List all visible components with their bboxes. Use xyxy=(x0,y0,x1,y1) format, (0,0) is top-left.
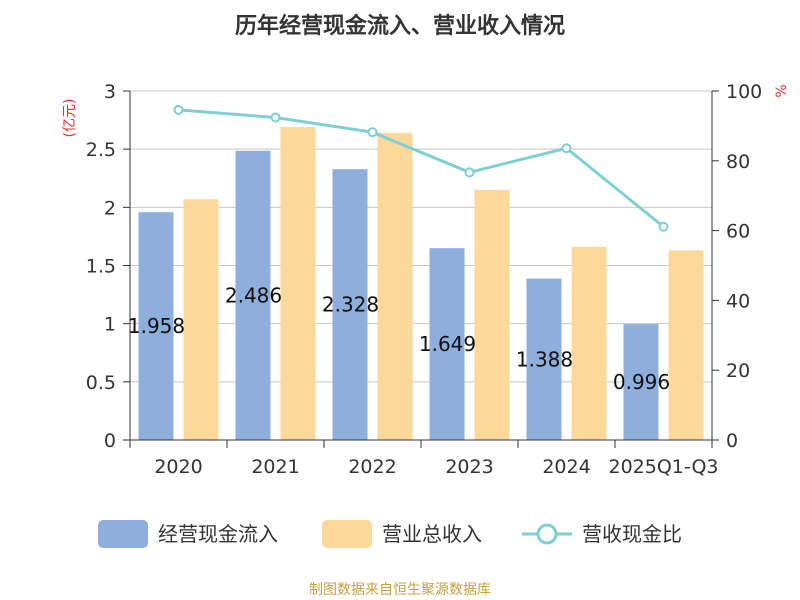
ratio-point xyxy=(270,112,281,123)
y-left-tick-label: 1 xyxy=(104,314,116,336)
axes: 0 0.5 1 1.5 2 2.5 3 0 20 40 60 80 100 (亿元)% 2020 2021 20… xyxy=(62,81,790,478)
ratio-line-path xyxy=(178,108,665,228)
y-right-tick-label: 40 xyxy=(726,290,750,312)
y-left-tick-label: 2 xyxy=(104,197,116,219)
bar-cash-inflow xyxy=(235,150,271,440)
bar-revenue xyxy=(377,132,413,440)
grid xyxy=(130,90,712,383)
data-label: 0.996 xyxy=(613,370,670,394)
y-left-tick-label: 1.5 xyxy=(86,256,116,278)
y-left-tick-label: 0.5 xyxy=(86,372,116,394)
y-right-tick-label: 0 xyxy=(726,430,738,452)
y-left-tick-label: 2.5 xyxy=(86,139,116,161)
y-right-tick-label: 60 xyxy=(726,221,750,243)
bar-revenue xyxy=(280,127,316,441)
legend-label-revenue: 营业总收入 xyxy=(382,522,482,546)
bar-revenue xyxy=(668,250,704,440)
y-left-tick-label: 0 xyxy=(104,430,116,452)
y-right-unit: % xyxy=(774,84,790,97)
bar-revenue xyxy=(474,189,510,440)
bar-cash-inflow xyxy=(332,169,368,440)
bar-revenue xyxy=(571,246,607,440)
data-label: 1.649 xyxy=(419,332,476,356)
chart-title: 历年经营现金流入、营业收入情况 xyxy=(235,13,565,39)
data-label: 2.486 xyxy=(225,283,282,307)
y-right-tick-label: 100 xyxy=(726,81,762,103)
source-footer: 制图数据来自恒生聚源数据库 xyxy=(309,582,491,598)
ratio-line xyxy=(173,104,669,232)
x-tick-label: 2024 xyxy=(542,456,590,478)
bar-cash-inflow xyxy=(429,248,465,440)
data-label: 2.328 xyxy=(322,293,379,317)
bar-revenue xyxy=(183,199,219,440)
legend-swatch-cash-inflow xyxy=(98,520,148,548)
x-tick-label: 2022 xyxy=(348,456,396,478)
ratio-point xyxy=(173,104,184,115)
legend-label-cash-inflow: 经营现金流入 xyxy=(158,522,278,546)
x-tick-label: 2025Q1-Q3 xyxy=(609,456,719,478)
legend-marker-ratio xyxy=(536,523,558,545)
ratio-point xyxy=(367,127,378,138)
bar-cash-inflow xyxy=(526,278,562,440)
bars xyxy=(138,127,704,441)
ratio-point xyxy=(464,167,475,178)
x-tick-label: 2020 xyxy=(154,456,202,478)
y-left-tick-label: 3 xyxy=(104,81,116,103)
x-tick-label: 2023 xyxy=(445,456,493,478)
bar-cash-inflow xyxy=(623,324,659,440)
legend-swatch-revenue xyxy=(322,520,372,548)
data-labels: 1.958 2.486 2.328 1.649 1.388 0.996 xyxy=(128,283,670,394)
legend-label-ratio: 营收现金比 xyxy=(582,522,682,546)
y-left-unit: (亿元) xyxy=(62,99,78,138)
data-label: 1.958 xyxy=(128,314,185,338)
x-tick-label: 2021 xyxy=(251,456,299,478)
legend: 经营现金流入 营业总收入 营收现金比 xyxy=(98,520,682,548)
y-right-tick-label: 80 xyxy=(726,151,750,173)
ratio-point xyxy=(561,143,572,154)
data-label: 1.388 xyxy=(516,347,573,371)
y-right-tick-label: 20 xyxy=(726,360,750,382)
bar-cash-inflow xyxy=(138,212,174,440)
ratio-point xyxy=(658,221,669,232)
